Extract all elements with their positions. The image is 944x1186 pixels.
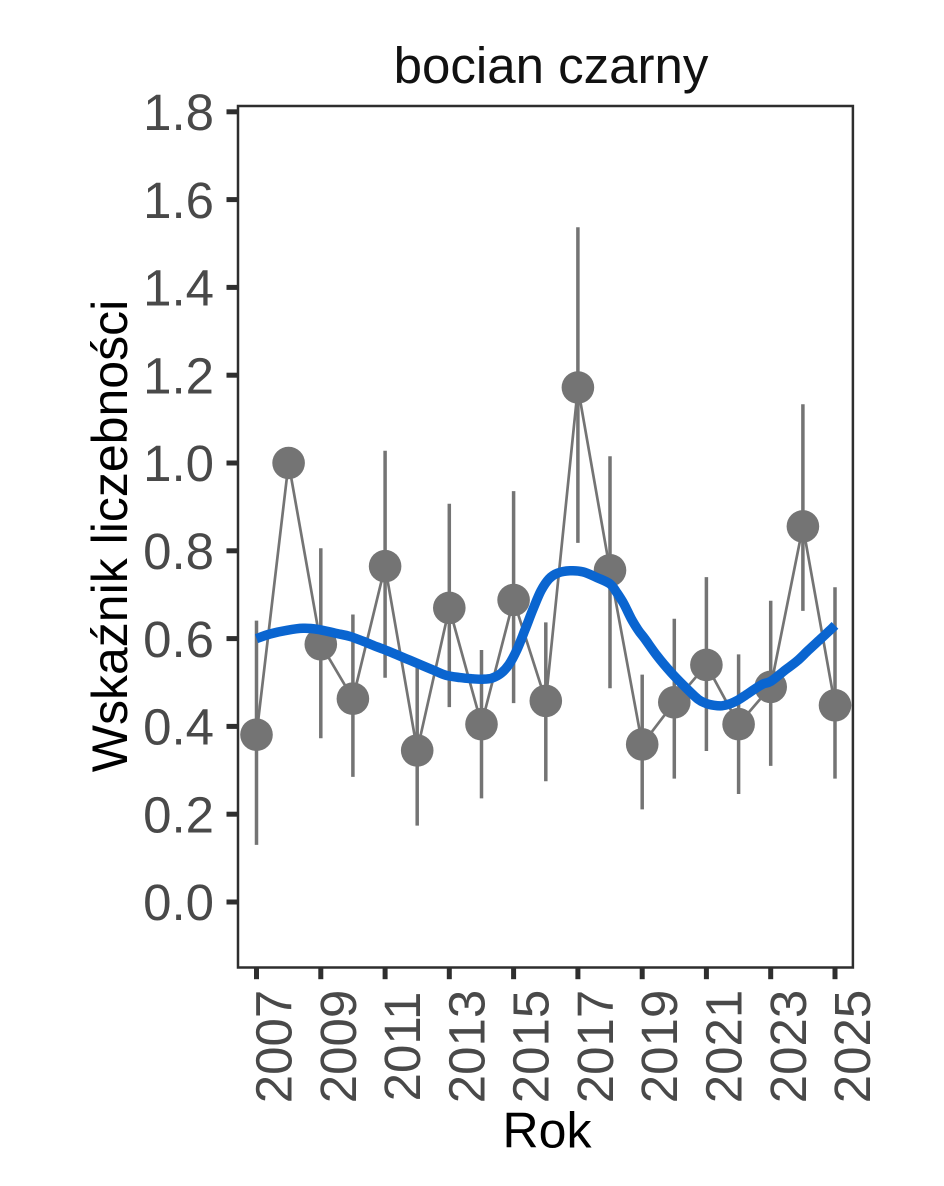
svg-text:2011: 2011 [374, 992, 431, 1102]
svg-text:2019: 2019 [631, 990, 688, 1103]
svg-text:bocian czarny: bocian czarny [394, 37, 709, 94]
svg-text:0.4: 0.4 [143, 699, 214, 756]
svg-text:2009: 2009 [310, 990, 367, 1103]
svg-text:0.8: 0.8 [143, 523, 214, 580]
svg-text:1.6: 1.6 [143, 172, 214, 229]
svg-text:2023: 2023 [760, 990, 817, 1103]
svg-text:Wskaźnik liczebności: Wskaźnik liczebności [82, 300, 138, 772]
svg-text:1.0: 1.0 [143, 435, 214, 492]
svg-text:1.2: 1.2 [143, 347, 214, 404]
svg-text:Rok: Rok [503, 1102, 593, 1158]
svg-text:2013: 2013 [438, 990, 495, 1103]
svg-text:1.4: 1.4 [143, 260, 214, 317]
svg-text:0.2: 0.2 [143, 786, 214, 843]
svg-text:1.8: 1.8 [143, 84, 214, 141]
svg-text:2007: 2007 [246, 990, 303, 1103]
svg-text:0.0: 0.0 [143, 874, 214, 931]
svg-text:2015: 2015 [503, 990, 560, 1103]
svg-text:0.6: 0.6 [143, 611, 214, 668]
svg-text:2021: 2021 [696, 990, 753, 1103]
svg-text:2017: 2017 [567, 990, 624, 1103]
svg-text:2025: 2025 [824, 990, 881, 1103]
